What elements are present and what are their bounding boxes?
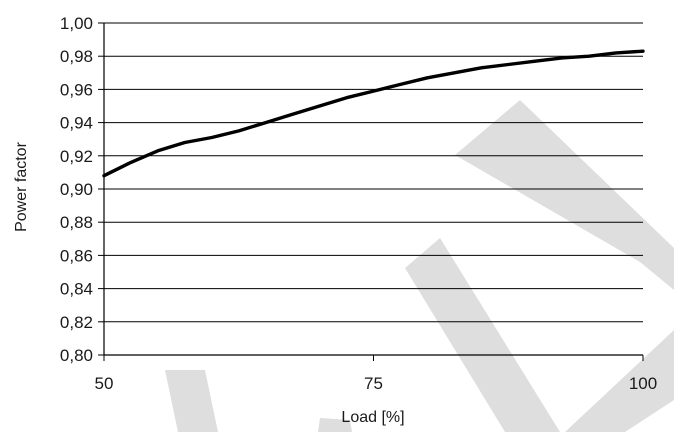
y-axis-label: Power factor bbox=[13, 141, 30, 231]
x-axis-label: Load [%] bbox=[341, 409, 404, 426]
series bbox=[102, 49, 645, 178]
y-tick-label: 0,80 bbox=[60, 346, 93, 365]
watermark-stroke-o bbox=[165, 370, 218, 432]
y-tick-labels: 0,80 0,82 0,84 0,86 0,88 0,90 0,92 0,94 0,96 0,98… bbox=[60, 14, 93, 365]
axes bbox=[98, 22, 644, 361]
x-tick-label: 50 bbox=[95, 374, 114, 393]
watermark-stroke-u-bottom bbox=[318, 418, 352, 432]
x-tick-label: 100 bbox=[629, 374, 657, 393]
y-tick-label: 0,94 bbox=[60, 114, 93, 133]
series-line bbox=[102, 49, 645, 178]
watermark-stroke-u-left bbox=[405, 238, 560, 432]
y-tick-label: 1,00 bbox=[60, 14, 93, 33]
watermark-stroke-t bbox=[455, 100, 674, 290]
y-tick-label: 0,84 bbox=[60, 280, 93, 299]
y-tick-label: 0,82 bbox=[60, 313, 93, 332]
y-tick-label: 0,96 bbox=[60, 80, 93, 99]
x-tick-labels: 50 75 100 bbox=[95, 374, 658, 393]
y-tick-label: 0,86 bbox=[60, 246, 93, 265]
grid-lines bbox=[104, 22, 643, 323]
watermark-stroke-t-base bbox=[565, 330, 674, 432]
y-tick-label: 0,90 bbox=[60, 180, 93, 199]
x-tick-label: 75 bbox=[364, 374, 383, 393]
watermark bbox=[165, 100, 674, 432]
y-tick-label: 0,92 bbox=[60, 147, 93, 166]
y-tick-label: 0,98 bbox=[60, 47, 93, 66]
y-tick-label: 0,88 bbox=[60, 213, 93, 232]
